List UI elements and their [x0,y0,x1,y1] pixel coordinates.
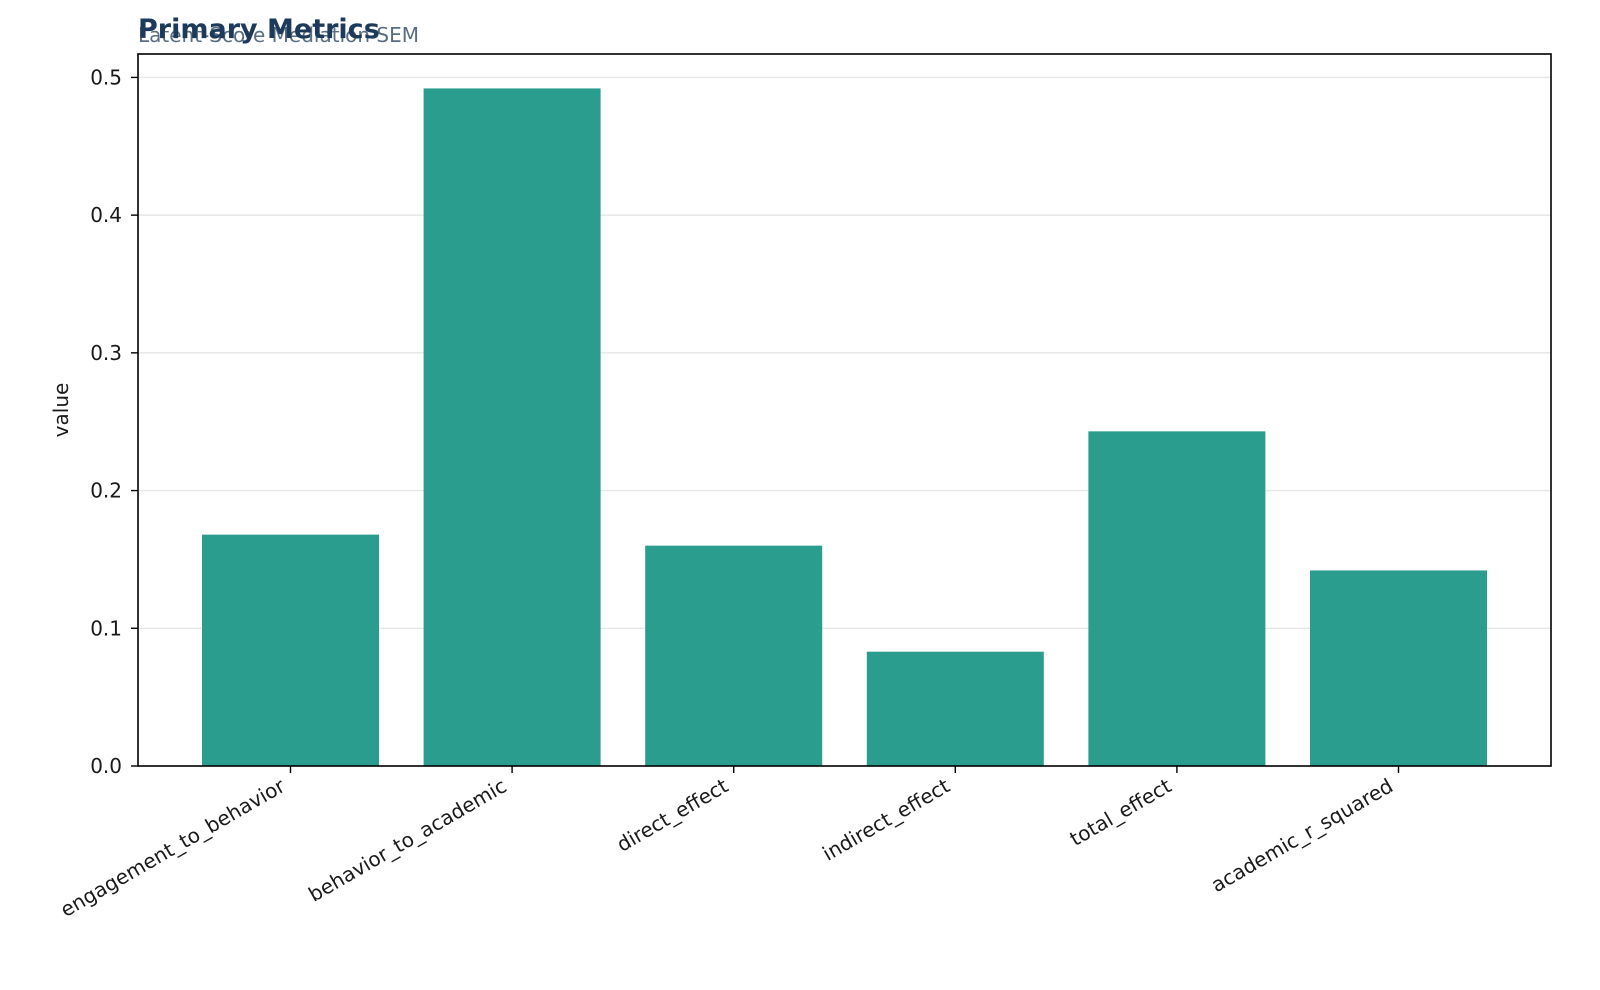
bar-direct-effect [645,545,823,766]
y-tick-label: 0.5 [90,65,122,89]
bar-indirect-effect [866,651,1044,766]
y-tick-label: 0.1 [90,616,122,640]
y-tick-label: 0.0 [90,754,122,778]
y-axis-ticks: 0.0 0.1 0.2 0.3 0.4 0.5 [90,65,138,778]
chart-subtitle: Latent-Score Mediation SEM [138,23,419,47]
bar-academic-r-squared [1310,570,1487,766]
bar-behavior-to-academic [423,88,601,767]
y-tick-label: 0.3 [90,341,122,365]
y-axis-label: value [49,383,73,438]
bar-total-effect [1088,431,1266,766]
bar-engagement-to-behavior [202,534,379,766]
y-tick-label: 0.4 [90,203,122,227]
chart-title: Primary Metrics [138,14,380,45]
y-tick-label: 0.2 [90,479,122,503]
plot-frame [137,53,1552,767]
bars [202,88,1487,767]
